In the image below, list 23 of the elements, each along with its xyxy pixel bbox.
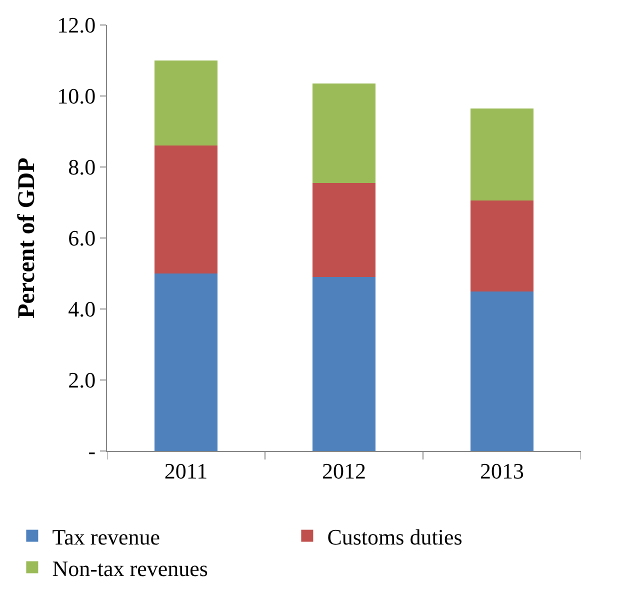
y-tick-label: 2.0 <box>68 368 96 393</box>
legend-label: Non-tax revenues <box>52 556 208 581</box>
bar <box>470 108 534 201</box>
bar <box>154 60 218 146</box>
x-tick-label: 2013 <box>480 458 524 484</box>
y-tick-label: 10.0 <box>57 84 96 109</box>
y-axis-title: Percent of GDP <box>14 158 40 318</box>
y-tick-label: 4.0 <box>68 296 96 322</box>
bar <box>312 84 376 183</box>
bar <box>154 274 218 451</box>
y-tick-label: 8.0 <box>68 154 96 180</box>
bar <box>470 291 534 451</box>
x-tick-label: 2011 <box>164 458 208 484</box>
y-tick-label: - <box>88 438 96 464</box>
bar <box>470 200 534 292</box>
bar <box>312 182 376 278</box>
legend-label: Tax revenue <box>52 524 160 550</box>
y-tick-label: 12.0 <box>57 12 96 38</box>
bar <box>312 277 376 451</box>
legend-label: Customs duties <box>327 524 462 550</box>
bar <box>154 146 218 274</box>
x-tick-label: 2012 <box>322 458 366 484</box>
y-tick-label: 6.0 <box>68 226 96 251</box>
